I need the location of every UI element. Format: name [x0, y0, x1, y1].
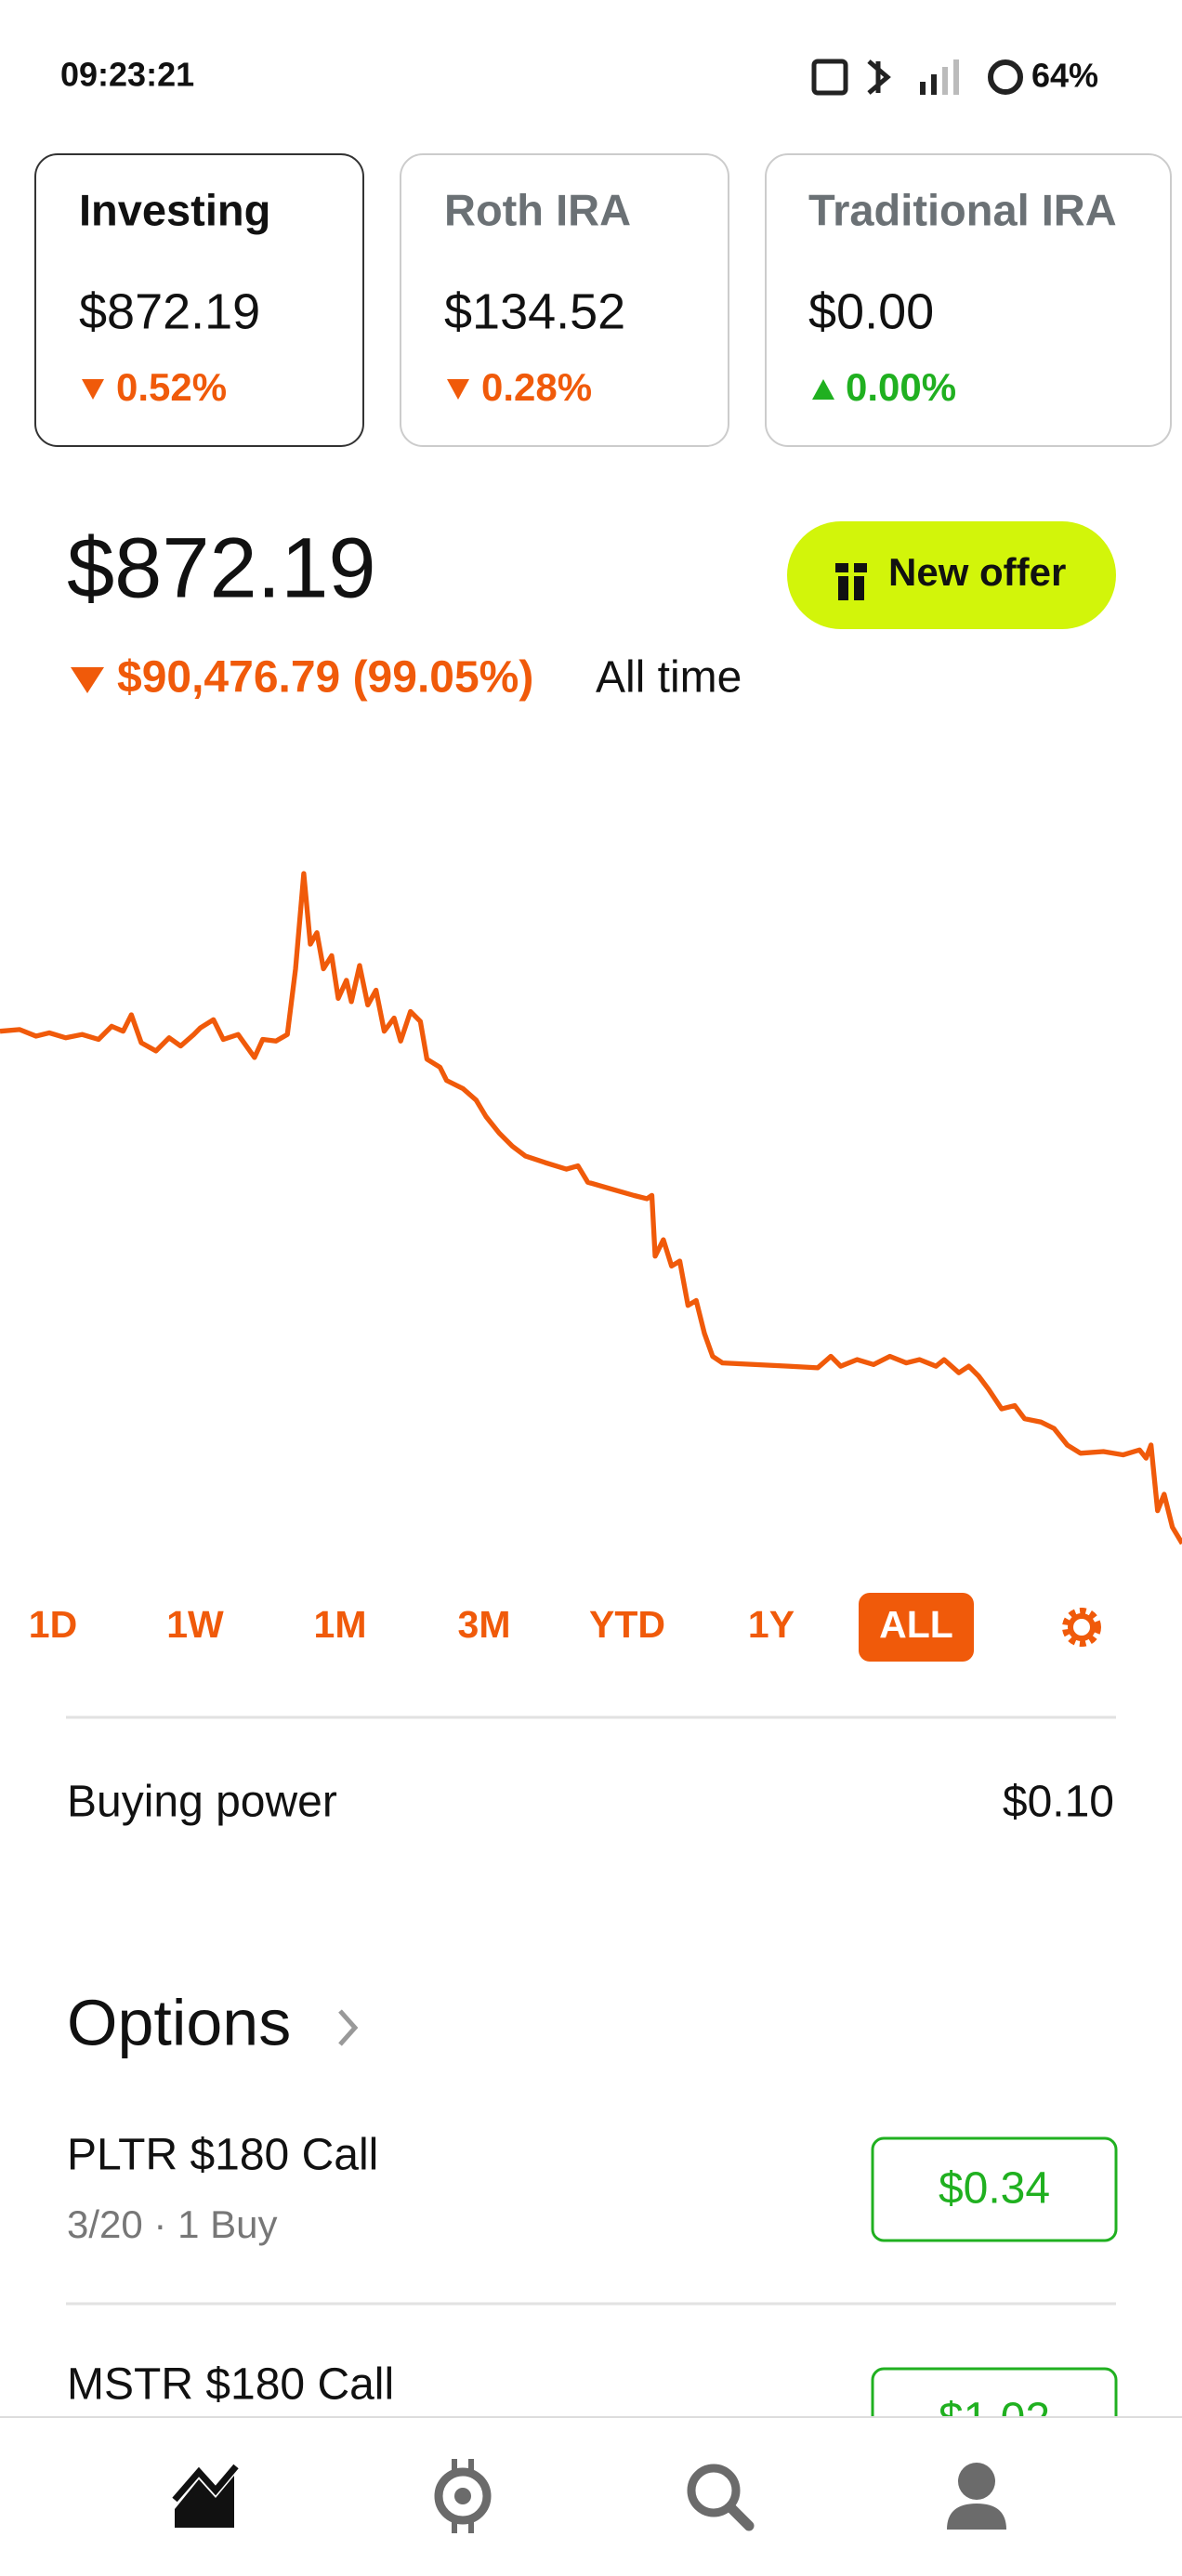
status-icons	[811, 59, 1023, 96]
account-card[interactable]: Roth IRA $134.52 0.28%	[400, 153, 729, 447]
range-tab[interactable]: 3M	[458, 1603, 511, 1646]
position-price[interactable]: $0.34	[871, 2136, 1118, 2242]
portfolio-line	[0, 871, 1182, 1545]
offer-button[interactable]: New offer	[787, 521, 1116, 629]
nav-crypto[interactable]	[434, 2459, 492, 2533]
account-name: Investing	[79, 185, 270, 234]
range-tab[interactable]: 1D	[29, 1603, 77, 1646]
bottom-nav	[0, 2416, 1182, 2576]
buying-power-label: Buying power	[67, 1778, 337, 1827]
range-tab[interactable]: YTD	[589, 1603, 665, 1646]
nav-search[interactable]	[687, 2464, 755, 2531]
position-name[interactable]: PLTR $180 Call	[67, 2131, 378, 2180]
account-change: 0.28%	[481, 365, 592, 409]
account-change: 0.00%	[846, 365, 956, 409]
up-arrow	[812, 379, 834, 400]
account-value: $0.00	[808, 283, 934, 339]
account-card[interactable]: Investing $872.19 0.52%	[34, 153, 364, 447]
nav-account[interactable]	[947, 2463, 1006, 2530]
position-name[interactable]: MSTR $180 Call	[67, 2360, 394, 2410]
range-tab[interactable]: ALL	[879, 1603, 953, 1646]
range-tab[interactable]: 1W	[166, 1603, 224, 1646]
account-value: $872.19	[79, 283, 260, 339]
status-battery: 64%	[1031, 57, 1098, 95]
account-name: Roth IRA	[444, 185, 631, 234]
account-change: 0.52%	[116, 365, 227, 409]
range-tab[interactable]: 1Y	[748, 1603, 795, 1646]
account-name: Traditional IRA	[808, 185, 1117, 234]
chevron	[338, 2009, 359, 2046]
portfolio-chart	[0, 871, 1182, 1545]
portfolio-value: $872.19	[67, 520, 376, 615]
account-card[interactable]: Traditional IRA $0.00 0.00%	[765, 153, 1172, 447]
position-detail: 3/20 · 1 Buy	[67, 2202, 277, 2246]
gift-icon	[835, 558, 867, 600]
status-time: 09:23:21	[60, 56, 194, 94]
settings-icon[interactable]	[1062, 1608, 1101, 1647]
down-arrow	[71, 667, 104, 693]
portfolio-period: All time	[596, 653, 742, 703]
range-tab[interactable]: 1M	[314, 1603, 367, 1646]
price-label: $0.34	[939, 2164, 1050, 2214]
nav-investing[interactable]	[172, 2464, 239, 2528]
down-arrow	[82, 379, 104, 400]
down-arrow	[447, 379, 469, 400]
account-value: $134.52	[444, 283, 625, 339]
section-title[interactable]: Options	[67, 1986, 291, 2058]
offer-label: New offer	[888, 550, 1066, 594]
portfolio-change: $90,476.79 (99.05%)	[117, 653, 533, 703]
buying-power-value: $0.10	[1003, 1778, 1114, 1827]
range-selected-bg	[859, 1593, 974, 1662]
